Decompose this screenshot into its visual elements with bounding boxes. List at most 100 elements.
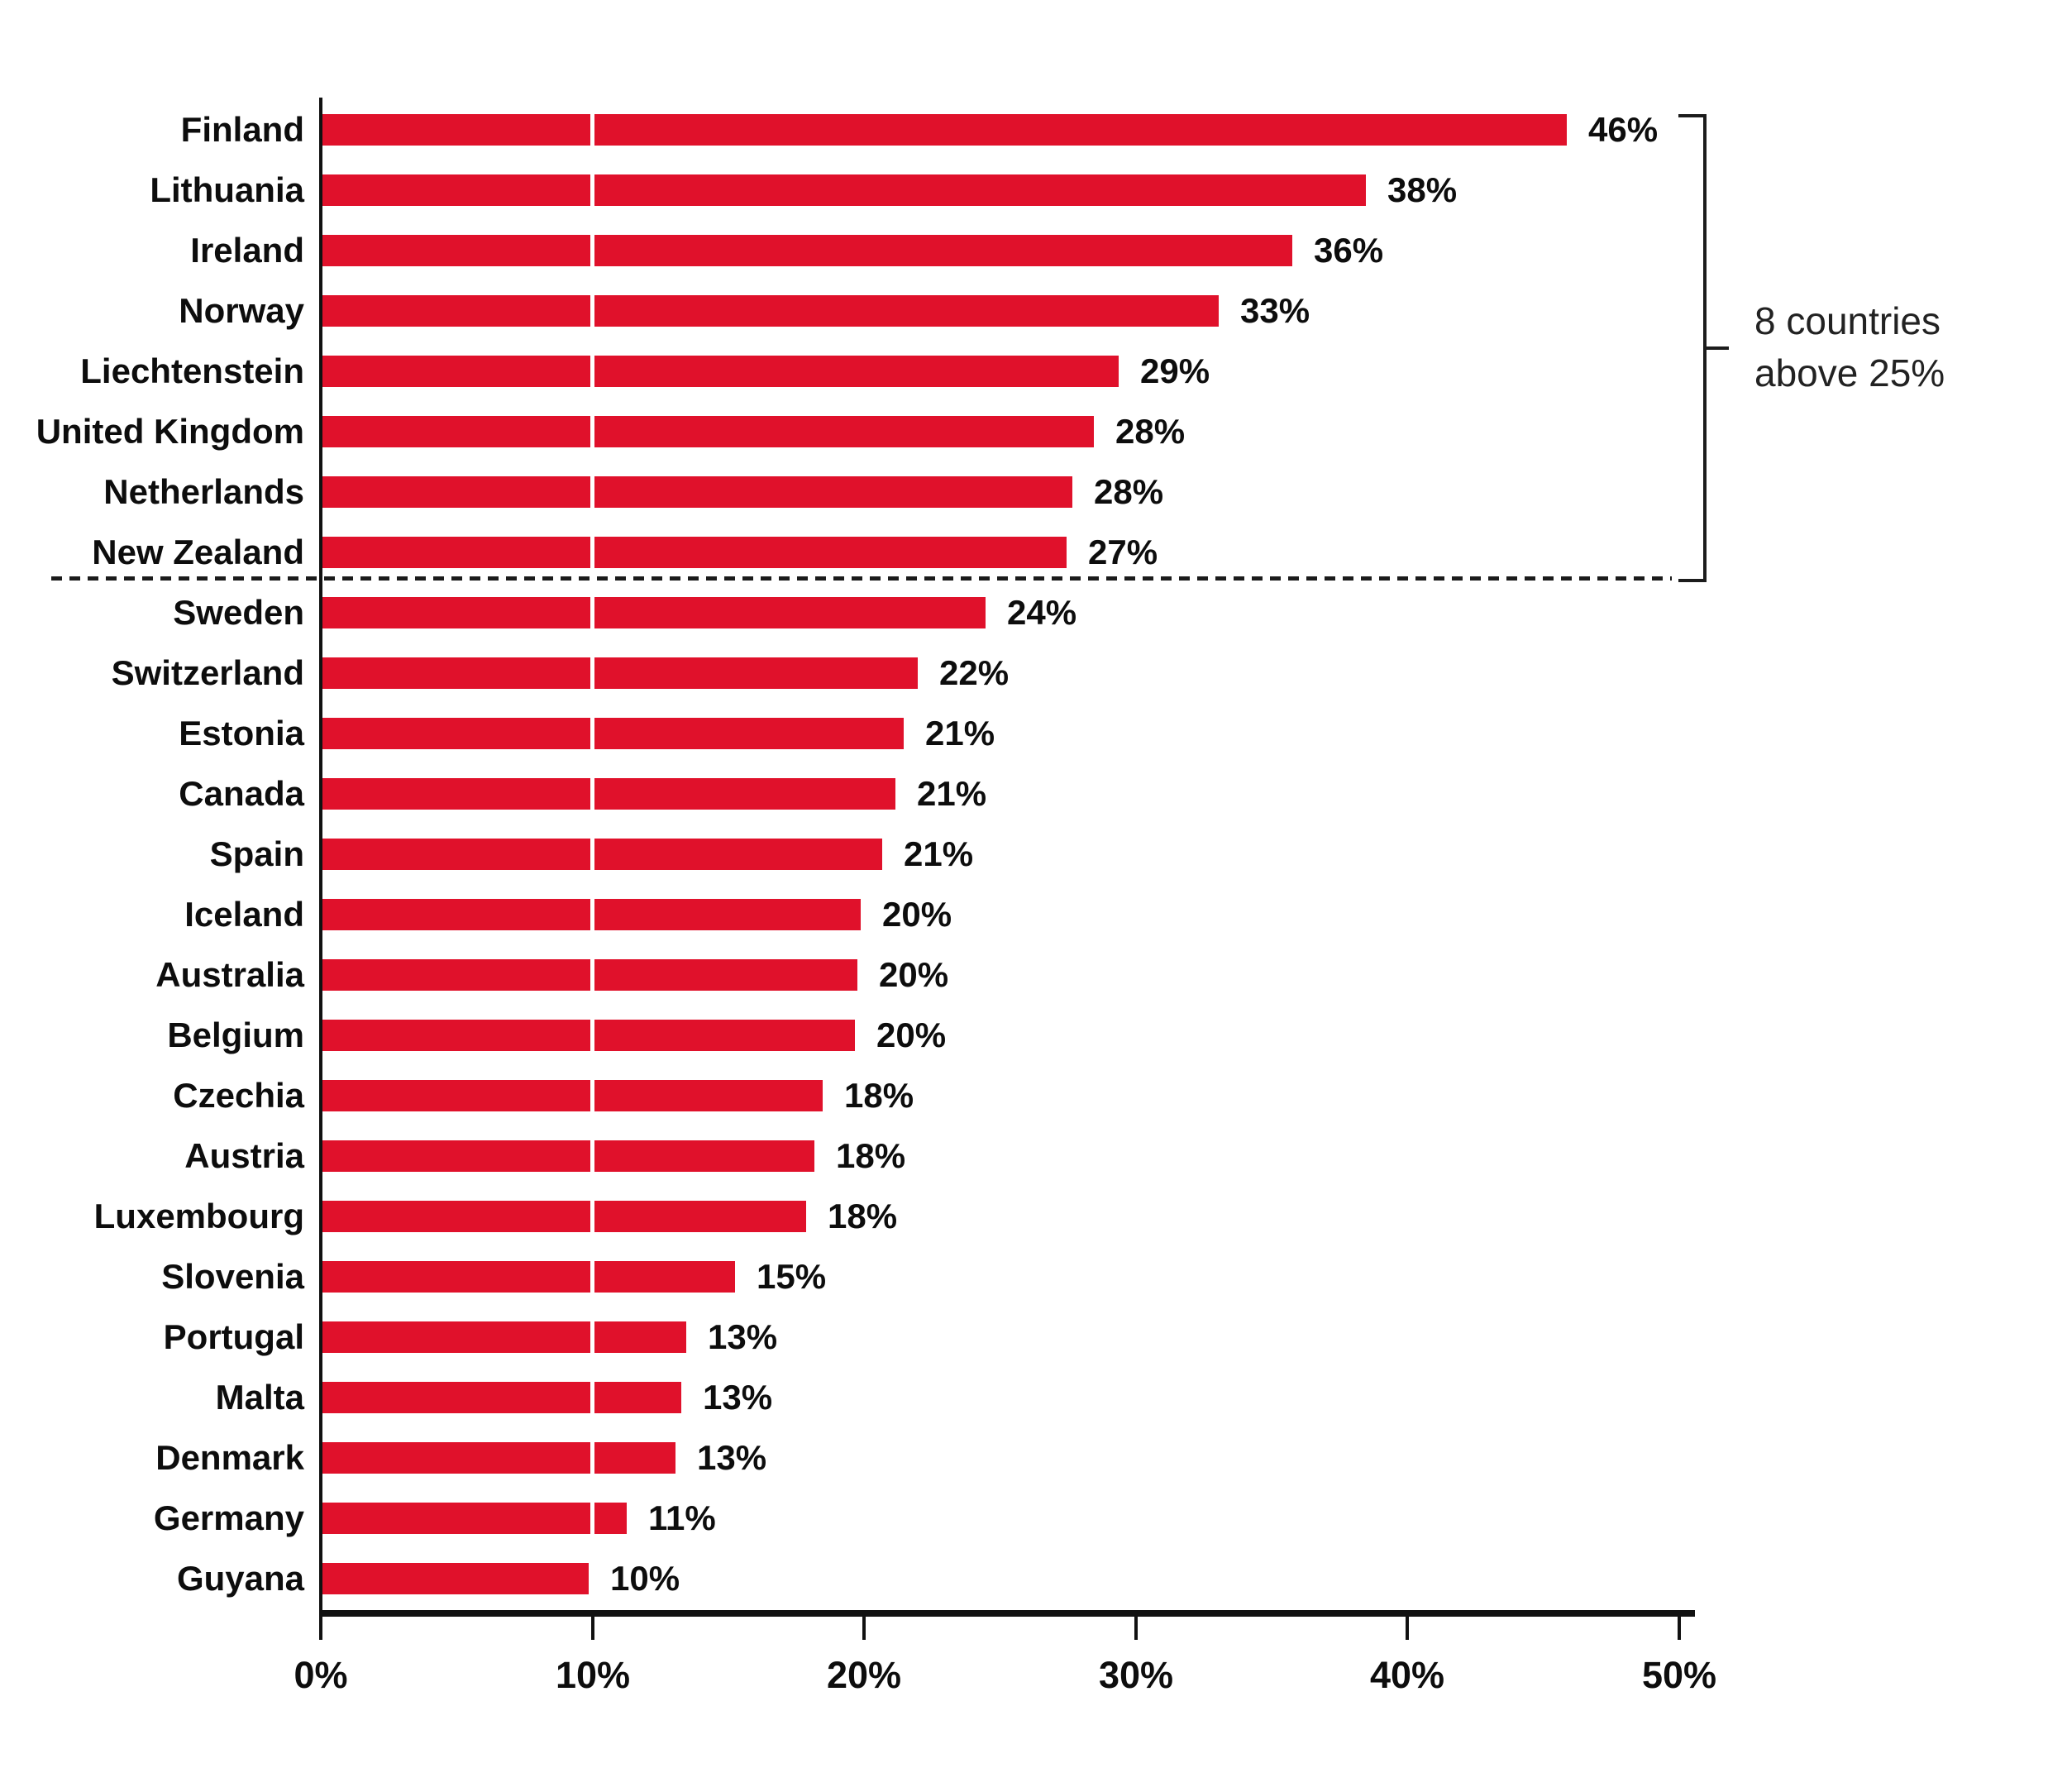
value-label: 38% [1387, 170, 1458, 209]
country-label: Ireland [190, 231, 304, 270]
value-label: 18% [844, 1076, 914, 1115]
ten-percent-divider [590, 476, 594, 508]
country-label: Norway [179, 291, 304, 330]
bar [322, 416, 1094, 447]
value-label: 10% [610, 1559, 680, 1598]
value-label: 21% [904, 834, 974, 873]
bar [322, 1020, 855, 1051]
country-label: Sweden [173, 593, 304, 632]
value-label: 15% [757, 1257, 827, 1296]
country-label: Germany [153, 1498, 304, 1537]
x-axis-tick [1678, 1610, 1681, 1640]
ten-percent-divider [590, 778, 594, 810]
ten-percent-divider [590, 174, 594, 206]
ten-percent-divider [590, 356, 594, 387]
bracket-middle-nub [1707, 346, 1729, 350]
country-label: Luxembourg [93, 1197, 304, 1235]
country-label: United Kingdom [36, 412, 304, 451]
ten-percent-divider [590, 1503, 594, 1534]
bar [322, 959, 857, 991]
country-label: Netherlands [103, 472, 304, 511]
country-label: Spain [209, 834, 304, 873]
value-label: 13% [708, 1317, 778, 1356]
country-label: Portugal [163, 1317, 304, 1356]
bar [322, 1503, 627, 1534]
bar [322, 1201, 806, 1232]
country-label: Australia [155, 955, 304, 994]
ten-percent-divider [590, 1140, 594, 1172]
bar [322, 1563, 589, 1594]
bar [322, 839, 882, 870]
group-annotation-line1: 8 countries [1754, 299, 1941, 342]
ten-percent-divider [590, 416, 594, 447]
ten-percent-divider [590, 899, 594, 930]
bar [322, 476, 1072, 508]
country-label: Slovenia [161, 1257, 304, 1296]
bar [322, 174, 1366, 206]
country-label: Lithuania [150, 170, 304, 209]
bar [322, 295, 1219, 327]
bar [322, 1321, 686, 1353]
ten-percent-divider [590, 235, 594, 266]
x-axis-tick [319, 1610, 322, 1640]
ten-percent-divider [590, 1201, 594, 1232]
country-label: Iceland [184, 895, 304, 934]
bar [322, 1080, 823, 1111]
group-annotation-line2: above 25% [1754, 351, 1945, 395]
country-label: Switzerland [111, 653, 304, 692]
x-axis-tick-label: 40% [1369, 1654, 1445, 1696]
country-label: Czechia [173, 1076, 304, 1115]
value-label: 33% [1240, 291, 1310, 330]
bracket-vertical-line [1703, 114, 1707, 582]
bar [322, 657, 918, 689]
group-annotation: 8 countries above 25% [1754, 295, 1945, 400]
country-label: Belgium [167, 1015, 304, 1054]
x-axis-tick [862, 1610, 866, 1640]
value-label: 21% [925, 714, 995, 753]
bracket-bottom-arm [1678, 579, 1707, 582]
ten-percent-divider [590, 718, 594, 749]
bar [322, 114, 1567, 146]
value-label: 18% [828, 1197, 898, 1235]
country-label: Estonia [179, 714, 304, 753]
ten-percent-divider [590, 1261, 594, 1293]
ten-percent-divider [590, 657, 594, 689]
value-label: 20% [879, 955, 949, 994]
ten-percent-divider [590, 1382, 594, 1413]
x-axis-tick-label: 10% [555, 1654, 631, 1696]
bar [322, 235, 1292, 266]
country-label: Liechtenstein [80, 351, 304, 390]
ten-percent-divider [590, 114, 594, 146]
x-axis-tick [591, 1610, 594, 1640]
bar [322, 1140, 814, 1172]
bar [322, 537, 1067, 568]
bar [322, 1382, 681, 1413]
bar [322, 778, 895, 810]
value-label: 28% [1115, 412, 1186, 451]
country-label: Denmark [155, 1438, 304, 1477]
ten-percent-divider [590, 295, 594, 327]
bar [322, 356, 1119, 387]
ten-percent-divider [590, 1080, 594, 1111]
value-label: 21% [917, 774, 987, 813]
country-label: Guyana [176, 1559, 304, 1598]
value-label: 22% [939, 653, 1010, 692]
country-label: Finland [180, 110, 304, 149]
value-label: 18% [836, 1136, 906, 1175]
x-axis-tick [1134, 1610, 1138, 1640]
value-label: 27% [1088, 533, 1158, 571]
country-label: New Zealand [92, 533, 304, 571]
bar [322, 597, 986, 628]
threshold-separator-line [51, 576, 1672, 581]
value-label: 24% [1007, 593, 1077, 632]
bracket-top-arm [1678, 114, 1707, 117]
x-axis-tick-label: 0% [294, 1654, 348, 1696]
value-label: 11% [648, 1498, 716, 1537]
bar [322, 899, 861, 930]
value-label: 36% [1314, 231, 1384, 270]
ten-percent-divider [590, 1442, 594, 1474]
value-label: 20% [882, 895, 952, 934]
x-axis-tick-label: 30% [1098, 1654, 1174, 1696]
value-label: 13% [697, 1438, 767, 1477]
